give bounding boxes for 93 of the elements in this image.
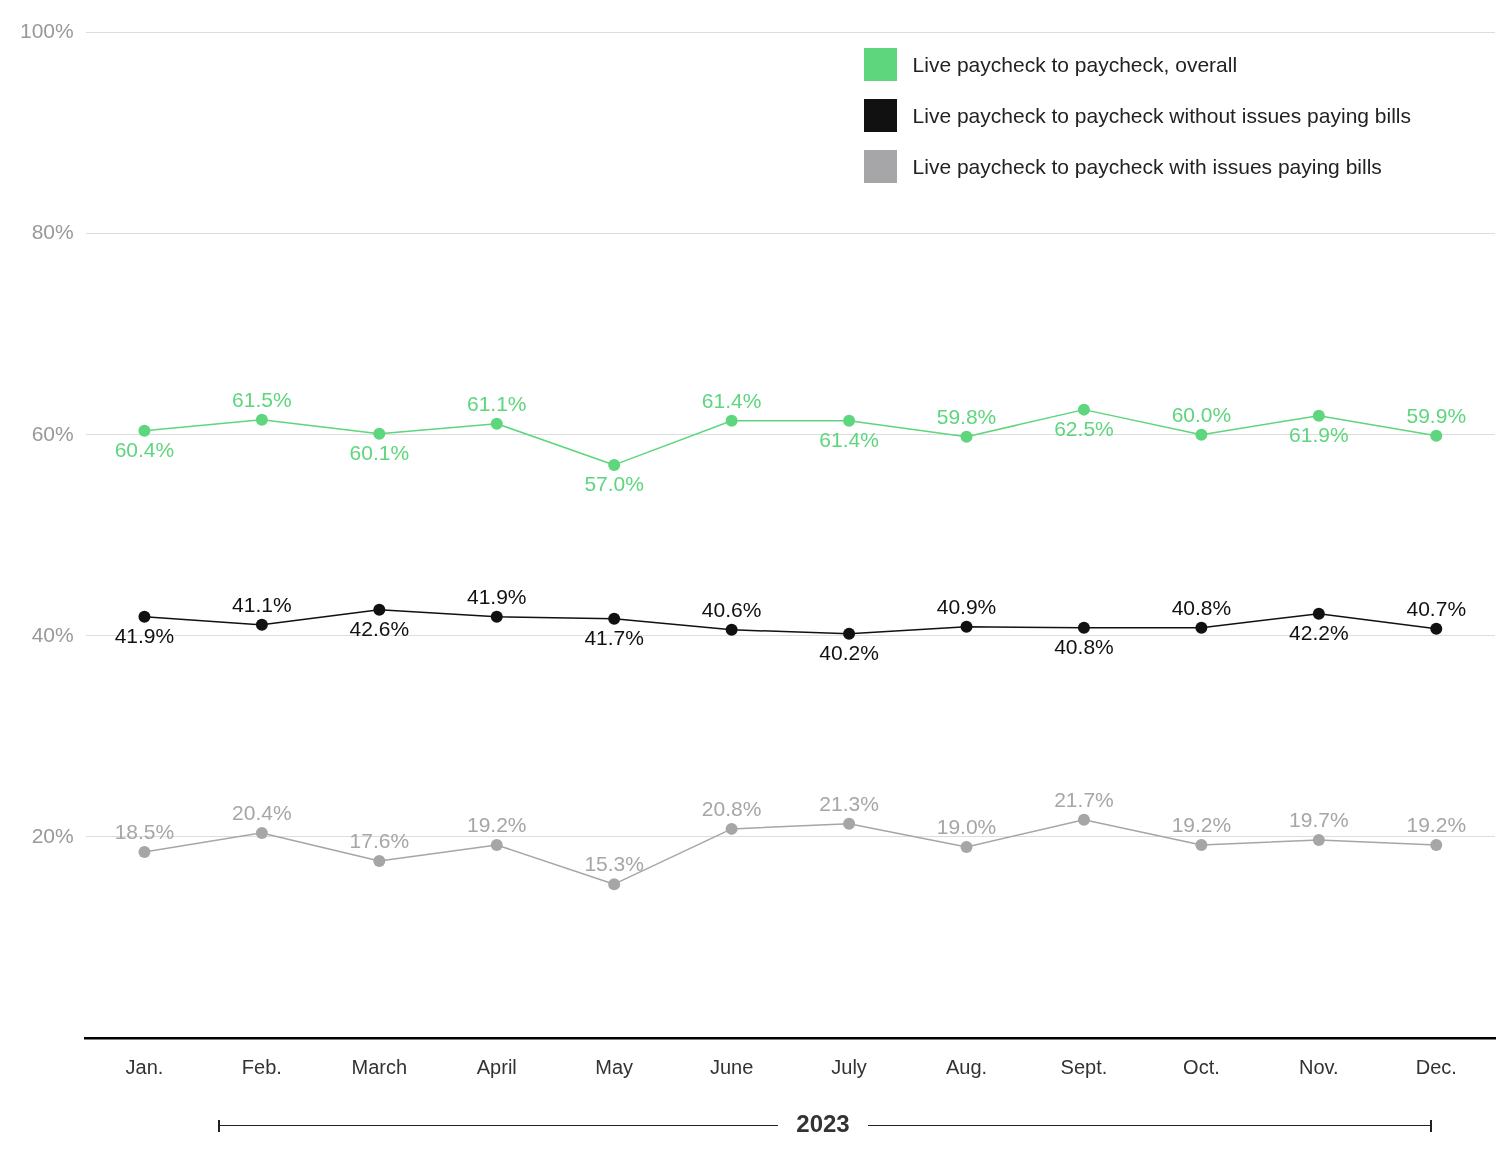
- point: [608, 878, 621, 891]
- y-tick-label: 100%: [19, 19, 74, 43]
- data-label: 40.7%: [1406, 597, 1467, 621]
- legend-label: Live paycheck to paycheck with issues paying bills: [912, 154, 1382, 179]
- x-tick-label: March: [351, 1055, 408, 1078]
- point: [1077, 621, 1090, 634]
- y-tick-label: 80%: [31, 220, 74, 244]
- x-tick-label: Oct.: [1183, 1055, 1220, 1078]
- x-tick-label: Sept.: [1060, 1055, 1108, 1078]
- point: [490, 838, 503, 851]
- data-label: 60.0%: [1171, 403, 1232, 427]
- data-label: 19.2%: [1406, 813, 1467, 837]
- data-label: 41.9%: [114, 624, 175, 648]
- data-label: 40.8%: [1171, 596, 1232, 620]
- data-label: 41.1%: [232, 593, 292, 617]
- data-label: 19.2%: [466, 813, 527, 837]
- data-label: 15.3%: [584, 852, 644, 876]
- x-tick-label: July: [831, 1055, 867, 1078]
- legend-label: Live paycheck to paycheck without issues paying bills: [912, 103, 1411, 128]
- data-label: 57.0%: [584, 472, 644, 496]
- point: [255, 618, 268, 631]
- point: [725, 623, 738, 636]
- data-label: 61.5%: [232, 387, 292, 411]
- data-label: 20.4%: [232, 801, 292, 825]
- data-label: 21.3%: [819, 792, 879, 816]
- x-tick-label: Dec.: [1415, 1055, 1457, 1078]
- point: [373, 603, 386, 616]
- point: [490, 417, 503, 430]
- x-tick-label: Aug.: [945, 1055, 988, 1078]
- x-tick-label: Nov.: [1299, 1055, 1339, 1078]
- point: [608, 458, 621, 471]
- x-tick-label: May: [595, 1055, 634, 1078]
- x-tick-label: June: [709, 1055, 754, 1078]
- point: [1312, 833, 1325, 846]
- data-label: 40.2%: [819, 641, 879, 665]
- point: [255, 413, 268, 426]
- y-tick-label: 60%: [31, 421, 74, 445]
- point: [1195, 428, 1208, 441]
- data-label: 41.9%: [466, 585, 527, 609]
- point: [255, 826, 268, 839]
- data-label: 18.5%: [114, 820, 175, 844]
- point: [1430, 622, 1443, 635]
- data-label: 61.1%: [466, 392, 527, 415]
- data-label: 62.5%: [1054, 416, 1114, 440]
- legend-label: Live paycheck to paycheck, overall: [912, 52, 1238, 77]
- point: [725, 414, 738, 427]
- y-tick-label: 20%: [31, 823, 74, 847]
- data-label: 19.0%: [936, 815, 997, 839]
- point: [1195, 621, 1208, 634]
- point: [1077, 403, 1090, 416]
- data-label: 21.7%: [1054, 788, 1114, 812]
- point: [1312, 409, 1325, 422]
- point: [138, 424, 151, 437]
- point: [1195, 838, 1208, 851]
- point: [138, 846, 151, 858]
- data-label: 61.9%: [1289, 422, 1349, 446]
- point: [960, 620, 973, 633]
- data-label: 60.1%: [349, 441, 410, 465]
- point: [960, 840, 973, 853]
- data-label: 59.8%: [936, 405, 997, 429]
- x-axis-title: 2023: [778, 1110, 868, 1137]
- point: [1430, 838, 1443, 851]
- point: [608, 612, 621, 625]
- data-label: 40.6%: [701, 598, 762, 622]
- point: [1077, 813, 1090, 826]
- data-label: 59.9%: [1406, 404, 1467, 428]
- y-tick-label: 40%: [31, 622, 74, 646]
- data-label: 61.4%: [819, 427, 879, 451]
- data-label: 20.8%: [701, 797, 762, 821]
- data-label: 41.7%: [584, 626, 644, 650]
- data-label: 19.2%: [1171, 813, 1232, 837]
- point: [138, 610, 151, 623]
- data-label: 19.7%: [1289, 808, 1349, 832]
- data-label: 40.9%: [936, 595, 997, 619]
- point: [373, 855, 386, 868]
- point: [725, 822, 738, 835]
- point: [1430, 429, 1443, 442]
- point: [843, 627, 856, 640]
- x-tick-label: Feb.: [241, 1055, 282, 1078]
- point: [490, 610, 503, 623]
- point: [843, 414, 856, 427]
- data-label: 40.8%: [1054, 635, 1114, 659]
- point: [960, 430, 973, 443]
- point: [843, 817, 856, 830]
- data-label: 61.4%: [701, 388, 762, 412]
- data-label: 42.6%: [349, 617, 410, 640]
- data-label: 17.6%: [349, 829, 410, 853]
- data-label: 60.4%: [114, 438, 175, 462]
- x-tick-label: April: [476, 1055, 517, 1078]
- x-tick-label: Jan.: [125, 1055, 164, 1078]
- data-label: 42.2%: [1289, 621, 1349, 645]
- point: [373, 427, 386, 440]
- point: [1312, 607, 1325, 620]
